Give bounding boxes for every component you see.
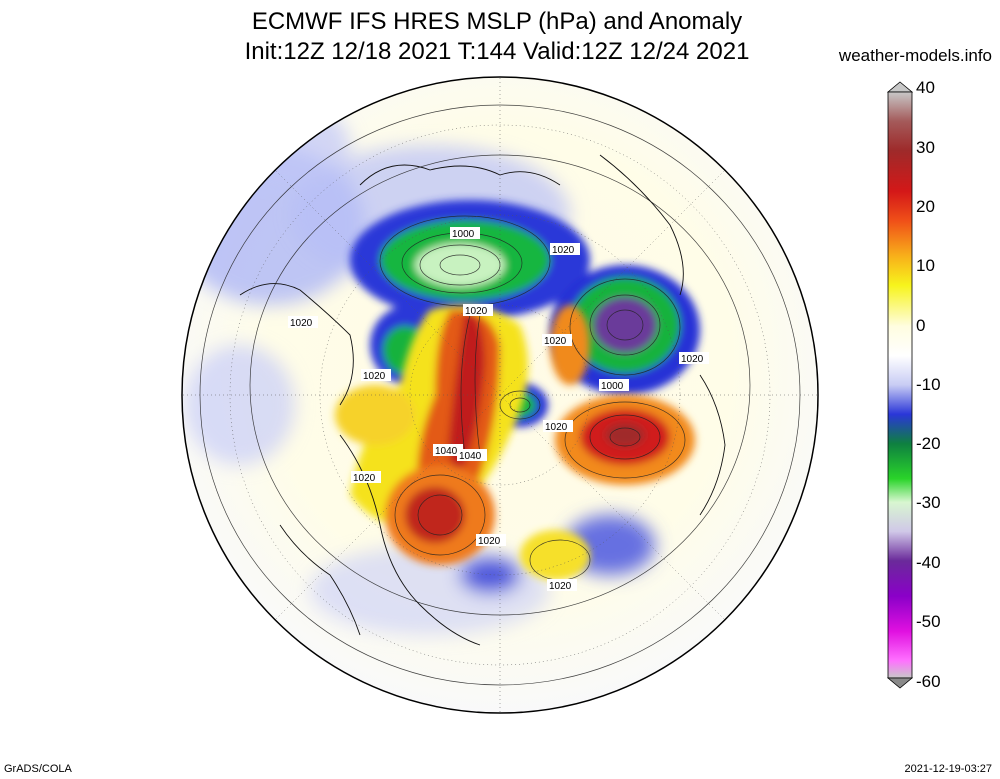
colorbar-tick: 40 (916, 78, 935, 97)
site-credit: weather-models.info (838, 46, 992, 65)
colorbar-tick: -50 (916, 612, 941, 631)
colorbar-tick: 0 (916, 316, 926, 335)
low-east-purple (593, 297, 657, 353)
svg-text:1020: 1020 (544, 336, 567, 347)
polar-map: 1000 1020 1020 1020 1020 1040 1040 1020 … (181, 76, 819, 714)
colorbar-ramp (887, 91, 913, 679)
svg-text:1000: 1000 (601, 381, 624, 392)
colorbar-tick: -10 (916, 375, 941, 394)
svg-text:1020: 1020 (290, 318, 313, 329)
colorbar (886, 81, 914, 689)
svg-text:1020: 1020 (465, 306, 488, 317)
contour-label: 1000 (599, 379, 629, 392)
contour-label: 1020 (476, 534, 506, 547)
svg-text:1020: 1020 (545, 422, 568, 433)
svg-text:1020: 1020 (478, 536, 501, 547)
contour-label: 1000 (450, 227, 480, 240)
svg-text:1020: 1020 (552, 245, 575, 256)
svg-text:1040: 1040 (459, 451, 482, 462)
footer-timestamp: 2021-12-19-03:27 (904, 763, 992, 775)
contour-label: 1040 (457, 449, 487, 462)
contour-label: 1020 (550, 243, 580, 256)
contour-label: 1020 (547, 579, 577, 592)
svg-text:1040: 1040 (435, 446, 458, 457)
chart-title: ECMWF IFS HRES MSLP (hPa) and Anomaly (251, 8, 743, 35)
colorbar-tick: -20 (916, 434, 941, 453)
contour-label: 1040 (433, 444, 463, 457)
contour-label: 1020 (679, 352, 709, 365)
contour-label: 1020 (288, 316, 318, 329)
contour-label: 1020 (543, 420, 573, 433)
colorbar-tick: -30 (916, 493, 941, 512)
footer-software: GrADS/COLA (4, 763, 72, 775)
map-border (181, 76, 819, 714)
colorbar-tick: 20 (916, 197, 935, 216)
contour-label: 1020 (463, 304, 493, 317)
svg-text:1020: 1020 (353, 473, 376, 484)
colorbar-tick: -60 (916, 672, 941, 691)
colorbar-tick: 10 (916, 256, 935, 275)
contour-label: 1020 (351, 471, 381, 484)
svg-text:1020: 1020 (363, 371, 386, 382)
colorbar-tick: -40 (916, 553, 941, 572)
contour-label: 1020 (361, 369, 391, 382)
colorbar-tick: 30 (916, 138, 935, 157)
svg-text:1000: 1000 (452, 229, 475, 240)
contour-label: 1020 (542, 334, 572, 347)
svg-text:1020: 1020 (681, 354, 704, 365)
svg-text:1020: 1020 (549, 581, 572, 592)
chart-subtitle: Init:12Z 12/18 2021 T:144 Valid:12Z 12/2… (244, 38, 750, 65)
